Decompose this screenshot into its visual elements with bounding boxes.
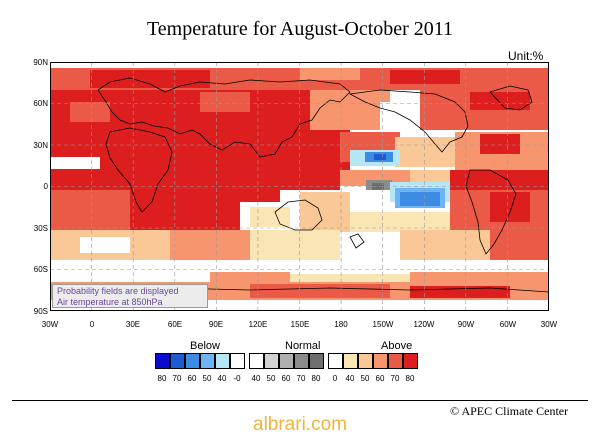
lon-label-90w: 90W: [457, 320, 475, 329]
legend-value-below-0: 80: [157, 374, 167, 383]
probability-note: Probability fields are displayed Air tem…: [52, 284, 208, 308]
legend-value-above-0: 0: [332, 374, 338, 383]
legend-value-below-1: 70: [172, 374, 182, 383]
legend-swatch-above-5: [403, 353, 418, 369]
legend-value-normal-3: 70: [296, 374, 306, 383]
footer-divider: [12, 400, 588, 401]
copyright-text: © APEC Climate Center: [450, 404, 569, 418]
lat-label-60s: 60S: [33, 265, 48, 274]
legend-swatch-normal-2: [279, 353, 294, 369]
legend-swatch-below-0: [155, 353, 170, 369]
lon-label-150w: 150W: [372, 320, 394, 329]
legend-swatch-above-3: [373, 353, 388, 369]
lon-label-60w: 60W: [499, 320, 517, 329]
legend-swatch-above-0: [328, 353, 343, 369]
unit-label: Unit:%: [508, 49, 544, 63]
legend-swatch-above-2: [358, 353, 373, 369]
legend-value-above-4: 70: [390, 374, 400, 383]
legend-swatch-normal-1: [264, 353, 279, 369]
legend-swatch-above-4: [388, 353, 403, 369]
legend-normal-label: Normal: [285, 340, 321, 352]
lon-label-0: 0: [89, 320, 95, 329]
lat-label-90s: 90S: [33, 307, 48, 316]
probability-note-line1: Probability fields are displayed: [57, 286, 179, 296]
legend-value-normal-1: 50: [266, 374, 276, 383]
lon-label-180: 180: [334, 320, 348, 329]
legend-swatch-below-2: [185, 353, 200, 369]
legend-value-above-3: 60: [375, 374, 385, 383]
chart-title: Temperature for August-October 2011: [146, 18, 454, 40]
lon-label-30e: 30E: [125, 320, 141, 329]
probability-map: [50, 62, 549, 311]
legend-swatch-normal-4: [309, 353, 324, 369]
lat-label-60n: 60N: [33, 99, 48, 108]
legend-below-label: Below: [190, 340, 220, 352]
legend-value-normal-4: 80: [311, 374, 321, 383]
legend-swatch-below-1: [170, 353, 185, 369]
lon-label-60e: 60E: [167, 320, 183, 329]
lon-label-120e: 120E: [248, 320, 268, 329]
legend-swatch-above-1: [343, 353, 358, 369]
lat-label-30s: 30S: [33, 224, 48, 233]
legend-value-above-1: 40: [345, 374, 355, 383]
legend-swatch-normal-3: [294, 353, 309, 369]
probability-note-line2: Air temperature at 850hPa: [57, 297, 163, 307]
lon-label-150e: 150E: [290, 320, 310, 329]
lon-label-90e: 90E: [208, 320, 224, 329]
lat-label-90n: 90N: [33, 58, 48, 67]
legend-value-below-3: 50: [202, 374, 212, 383]
legend-value-normal-2: 60: [281, 374, 291, 383]
legend-value-above-5: 80: [405, 374, 415, 383]
legend-value-below-5: -0: [233, 374, 241, 383]
legend-value-normal-0: 40: [251, 374, 261, 383]
legend-value-below-2: 60: [187, 374, 197, 383]
lon-label-30w: 30W: [41, 320, 59, 329]
legend-above-label: Above: [381, 340, 413, 352]
legend-swatch-below-4: [215, 353, 230, 369]
legend-value-below-4: 40: [217, 374, 227, 383]
legend-swatch-below-5: [230, 353, 245, 369]
legend-swatch-normal-0: [249, 353, 264, 369]
lon-label-120w: 120W: [413, 320, 435, 329]
legend-value-above-2: 50: [360, 374, 370, 383]
lat-label-0: 0: [43, 182, 48, 191]
watermark-text: albrari.com: [253, 414, 347, 435]
lat-label-30n: 30N: [33, 141, 48, 150]
legend-swatch-below-3: [200, 353, 215, 369]
lon-label-30w-east: 30W: [540, 320, 558, 329]
